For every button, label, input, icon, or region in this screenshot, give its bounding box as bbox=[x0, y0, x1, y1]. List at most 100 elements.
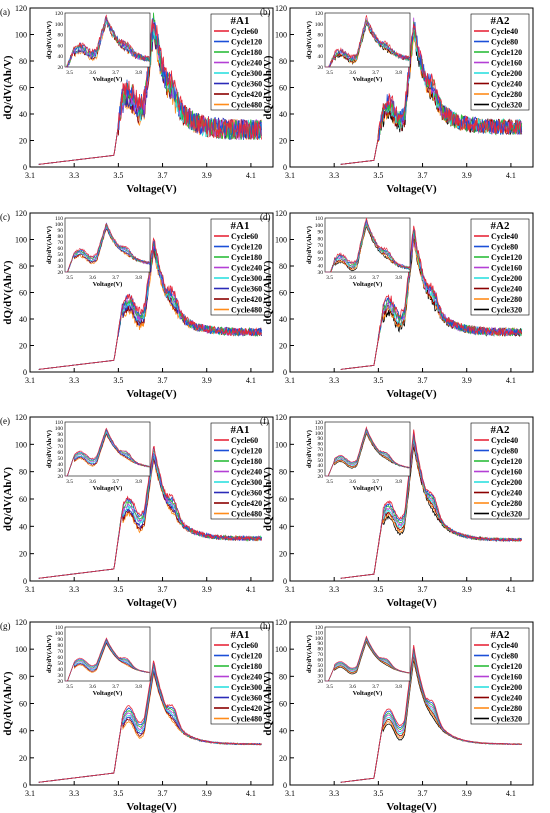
legend-label: Cycle120 bbox=[491, 457, 522, 466]
legend-label: Cycle360 bbox=[231, 80, 262, 89]
inset-x-tick-label: 3.6 bbox=[89, 70, 96, 76]
legend-label: Cycle120 bbox=[491, 253, 522, 262]
inset-x-tick-label: 3.6 bbox=[89, 684, 96, 690]
inset-y-axis-label: dQ/dV(Ah/V) bbox=[46, 430, 53, 468]
inset-x-tick-label: 3.6 bbox=[349, 684, 356, 690]
legend-label: Cycle120 bbox=[231, 38, 262, 47]
inset-y-tick-label: 30 bbox=[318, 469, 324, 475]
legend-label: Cycle60 bbox=[231, 436, 258, 445]
inset-y-tick-label: 30 bbox=[318, 674, 324, 680]
x-tick-label: 3.3 bbox=[69, 789, 79, 798]
inset-y-tick-label: 40 bbox=[58, 462, 64, 468]
inset-y-tick-label: 100 bbox=[55, 631, 64, 637]
inset-y-tick-label: 50 bbox=[58, 661, 64, 667]
legend: #A1Cycle60Cycle120Cycle180Cycle240Cycle3… bbox=[210, 13, 270, 111]
y-axis-label: dQ/dV(Ah/V) bbox=[262, 55, 274, 120]
chart-panel-7: 3.1 3.3 3.5 3.7 3.9 4.1 0 20 40 60 80 100 120 Voltage… bbox=[0, 618, 274, 813]
inset-y-tick-label: 60 bbox=[58, 246, 64, 252]
y-tick-label: 60 bbox=[279, 495, 287, 504]
x-tick-label: 3.3 bbox=[69, 376, 79, 385]
panel-letter: (b) bbox=[260, 7, 271, 17]
legend-label: Cycle180 bbox=[231, 253, 262, 262]
inset-y-tick-label: 120 bbox=[315, 420, 324, 426]
panel-letter: (d) bbox=[260, 212, 271, 222]
y-tick-label: 120 bbox=[15, 413, 27, 422]
legend-title: #A1 bbox=[231, 15, 250, 27]
legend-label: Cycle180 bbox=[231, 457, 262, 466]
legend-title: #A1 bbox=[231, 424, 250, 436]
legend-label: Cycle180 bbox=[231, 662, 262, 671]
inset-y-tick-label: 30 bbox=[58, 468, 64, 474]
inset-x-axis-label: Voltage(V) bbox=[353, 485, 383, 492]
legend-label: Cycle300 bbox=[231, 478, 262, 487]
legend-title: #A2 bbox=[491, 424, 510, 436]
inset-x-axis-label: Voltage(V) bbox=[93, 485, 123, 492]
x-tick-label: 3.1 bbox=[25, 789, 35, 798]
x-axis-label: Voltage(V) bbox=[126, 597, 177, 609]
inset-x-tick-label: 3.7 bbox=[112, 275, 119, 281]
inset-y-tick-label: 100 bbox=[55, 222, 64, 228]
y-tick-label: 60 bbox=[279, 84, 287, 93]
inset-y-tick-label: 100 bbox=[315, 636, 324, 642]
inset-x-axis-label: Voltage(V) bbox=[93, 690, 123, 697]
x-tick-label: 4.1 bbox=[246, 171, 256, 180]
legend-label: Cycle480 bbox=[231, 306, 262, 315]
inset-y-tick-label: 30 bbox=[58, 673, 64, 679]
y-tick-label: 120 bbox=[275, 413, 287, 422]
x-tick-label: 3.9 bbox=[202, 376, 212, 385]
inset-y-tick-label: 40 bbox=[318, 668, 324, 674]
legend-label: Cycle120 bbox=[491, 662, 522, 671]
chart-panel-5: 3.1 3.3 3.5 3.7 3.9 4.1 0 20 40 60 80 100 120 Voltage… bbox=[0, 413, 274, 609]
inset-series-line-1 bbox=[325, 425, 410, 477]
legend-label: Cycle240 bbox=[231, 468, 262, 477]
legend-label: Cycle360 bbox=[231, 285, 262, 294]
x-tick-label: 3.5 bbox=[113, 585, 123, 594]
legend-label: Cycle200 bbox=[491, 69, 522, 78]
inset-x-axis-label: Voltage(V) bbox=[93, 76, 123, 83]
chart-panel-2: 3.1 3.3 3.5 3.7 3.9 4.1 0 20 40 60 80 100 120 Voltage… bbox=[260, 4, 534, 195]
inset-y-tick-label: 80 bbox=[318, 33, 324, 39]
legend-label: Cycle320 bbox=[491, 510, 522, 519]
legend-label: Cycle120 bbox=[231, 447, 262, 456]
legend-label: Cycle320 bbox=[491, 715, 522, 724]
y-tick-label: 0 bbox=[23, 577, 27, 586]
legend-title: #A2 bbox=[491, 15, 510, 27]
x-tick-label: 3.5 bbox=[113, 171, 123, 180]
inset-x-tick-label: 3.6 bbox=[89, 479, 96, 485]
inset-y-tick-label: 60 bbox=[318, 452, 324, 458]
y-tick-label: 40 bbox=[279, 315, 287, 324]
inset-frame bbox=[64, 626, 151, 682]
x-tick-label: 3.9 bbox=[462, 789, 472, 798]
inset-chart: 3.5 3.6 3.7 3.8 20 40 60 80 100 120 Voltage(V) dQ/d… bbox=[306, 11, 411, 83]
series-line-1 bbox=[340, 429, 523, 579]
inset-y-tick-label: 60 bbox=[58, 450, 64, 456]
legend-label: Cycle300 bbox=[231, 274, 262, 283]
legend-label: Cycle300 bbox=[231, 69, 262, 78]
x-tick-label: 3.7 bbox=[418, 376, 428, 385]
y-tick-label: 0 bbox=[23, 368, 27, 377]
inset-series-line-1 bbox=[65, 14, 151, 68]
inset-y-tick-label: 120 bbox=[315, 11, 324, 17]
panel-letter: (g) bbox=[0, 621, 11, 631]
inset-y-tick-label: 90 bbox=[318, 436, 324, 442]
inset-y-tick-label: 70 bbox=[318, 243, 324, 249]
chart-panel-4: 3.1 3.3 3.5 3.7 3.9 4.1 0 20 40 60 80 100 120 Voltage… bbox=[260, 209, 534, 400]
inset-x-tick-label: 3.8 bbox=[395, 684, 402, 690]
inset-y-tick-label: 60 bbox=[58, 43, 64, 49]
inset-y-tick-label: 80 bbox=[58, 643, 64, 649]
y-axis-label: dQ/dV(Ah/V) bbox=[262, 260, 274, 325]
inset-y-axis-label: dQ/dV(Ah/V) bbox=[306, 21, 313, 59]
inset-series-line-1 bbox=[65, 637, 150, 682]
inset-x-tick-label: 3.7 bbox=[372, 70, 379, 76]
inset-y-tick-label: 90 bbox=[58, 228, 64, 234]
legend-label: Cycle160 bbox=[491, 59, 522, 68]
x-axis-label: Voltage(V) bbox=[126, 801, 177, 813]
y-tick-label: 120 bbox=[275, 618, 287, 627]
y-tick-label: 80 bbox=[19, 57, 27, 66]
